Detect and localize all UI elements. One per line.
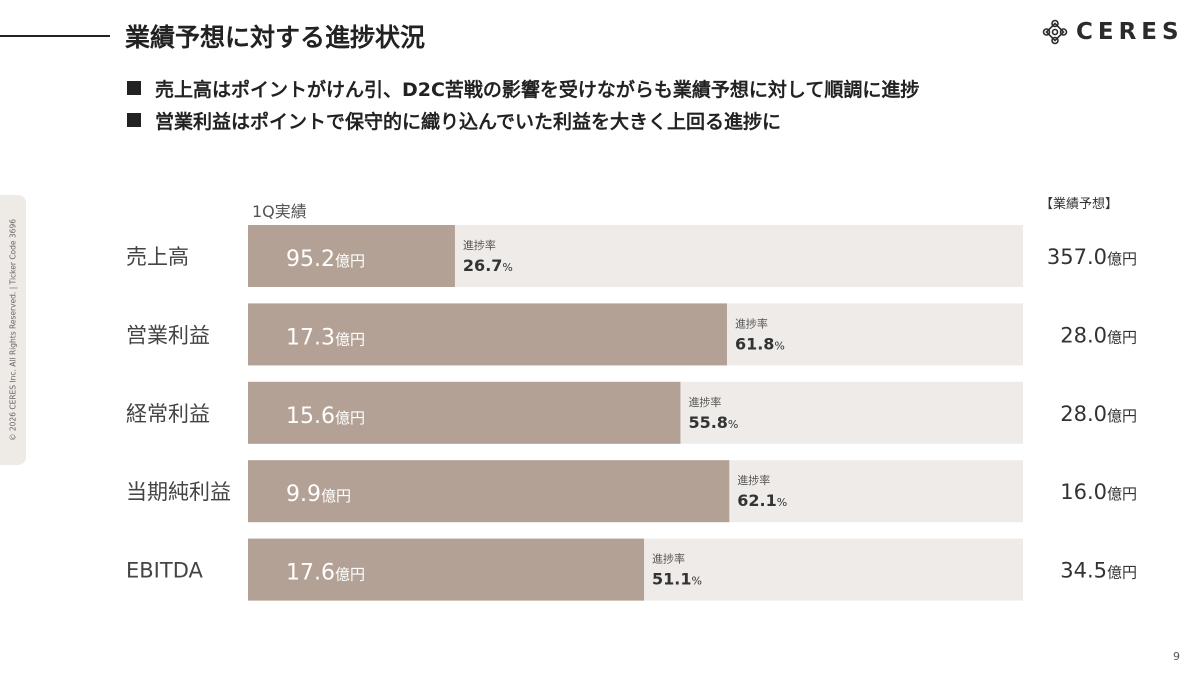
progress-rate-label: 進捗率 (688, 395, 721, 409)
actual-value-label: 17.3億円 (286, 325, 365, 350)
legend-forecast: 【業績予想】 (1040, 197, 1119, 212)
forecast-value-label: 28.0億円 (1060, 402, 1137, 426)
category-label: 経常利益 (126, 402, 210, 426)
progress-rate-value: 61.8% (735, 334, 785, 353)
progress-rate-value: 55.8% (688, 413, 738, 432)
category-label: 営業利益 (126, 323, 210, 347)
actual-value-label: 17.6億円 (286, 561, 365, 586)
category-label: 売上高 (126, 245, 189, 269)
actual-bar (248, 381, 681, 444)
summary-bullet: 営業利益はポイントで保守的に織り込んでいた利益を大きく上回る進捗に (127, 104, 919, 136)
title-rule (0, 35, 110, 37)
category-label: EBITDA (126, 559, 203, 583)
actual-value-label: 9.9億円 (286, 482, 351, 507)
side-copyright-tab: © 2026 CERES Inc. All Rights Reserved. |… (0, 195, 26, 465)
logo-mark-icon (1042, 19, 1068, 45)
page-number: 9 (1173, 650, 1180, 663)
actual-bar (248, 460, 730, 523)
logo-text: CERES (1076, 19, 1184, 45)
progress-rate-value: 62.1% (737, 491, 787, 510)
progress-rate-label: 進捗率 (652, 552, 685, 566)
actual-value-label: 15.6億円 (286, 404, 365, 429)
forecast-value-label: 34.5億円 (1060, 559, 1137, 583)
forecast-value-label: 357.0億円 (1047, 245, 1137, 269)
actual-bar (248, 538, 645, 601)
summary-bullet-text: 営業利益はポイントで保守的に織り込んでいた利益を大きく上回る進捗に (155, 110, 782, 133)
category-label: 当期純利益 (126, 480, 231, 504)
summary-bullet-text: 売上高はポイントがけん引、D2C苦戦の影響を受けながらも業績予想に対して順調に進… (155, 78, 920, 101)
summary-bullet: 売上高はポイントがけん引、D2C苦戦の影響を受けながらも業績予想に対して順調に進… (127, 72, 919, 104)
page-title: 業績予想に対する進捗状況 (125, 23, 426, 52)
progress-rate-value: 51.1% (652, 570, 702, 589)
square-bullet-icon (127, 113, 141, 127)
progress-rate-label: 進捗率 (463, 238, 496, 252)
summary-bullets: 売上高はポイントがけん引、D2C苦戦の影響を受けながらも業績予想に対して順調に進… (127, 72, 919, 136)
ceres-logo: CERES (1042, 16, 1184, 48)
forecast-value-label: 28.0億円 (1060, 323, 1137, 347)
progress-rate-value: 26.7% (463, 256, 513, 275)
actual-value-label: 95.2億円 (286, 247, 365, 272)
actual-bar (248, 303, 727, 366)
forecast-value-label: 16.0億円 (1060, 480, 1137, 504)
square-bullet-icon (127, 81, 141, 95)
progress-rate-label: 進捗率 (735, 316, 768, 330)
actual-bar (248, 225, 455, 287)
progress-rate-label: 進捗率 (737, 473, 770, 487)
legend-actual: 1Q実績 (252, 202, 307, 221)
